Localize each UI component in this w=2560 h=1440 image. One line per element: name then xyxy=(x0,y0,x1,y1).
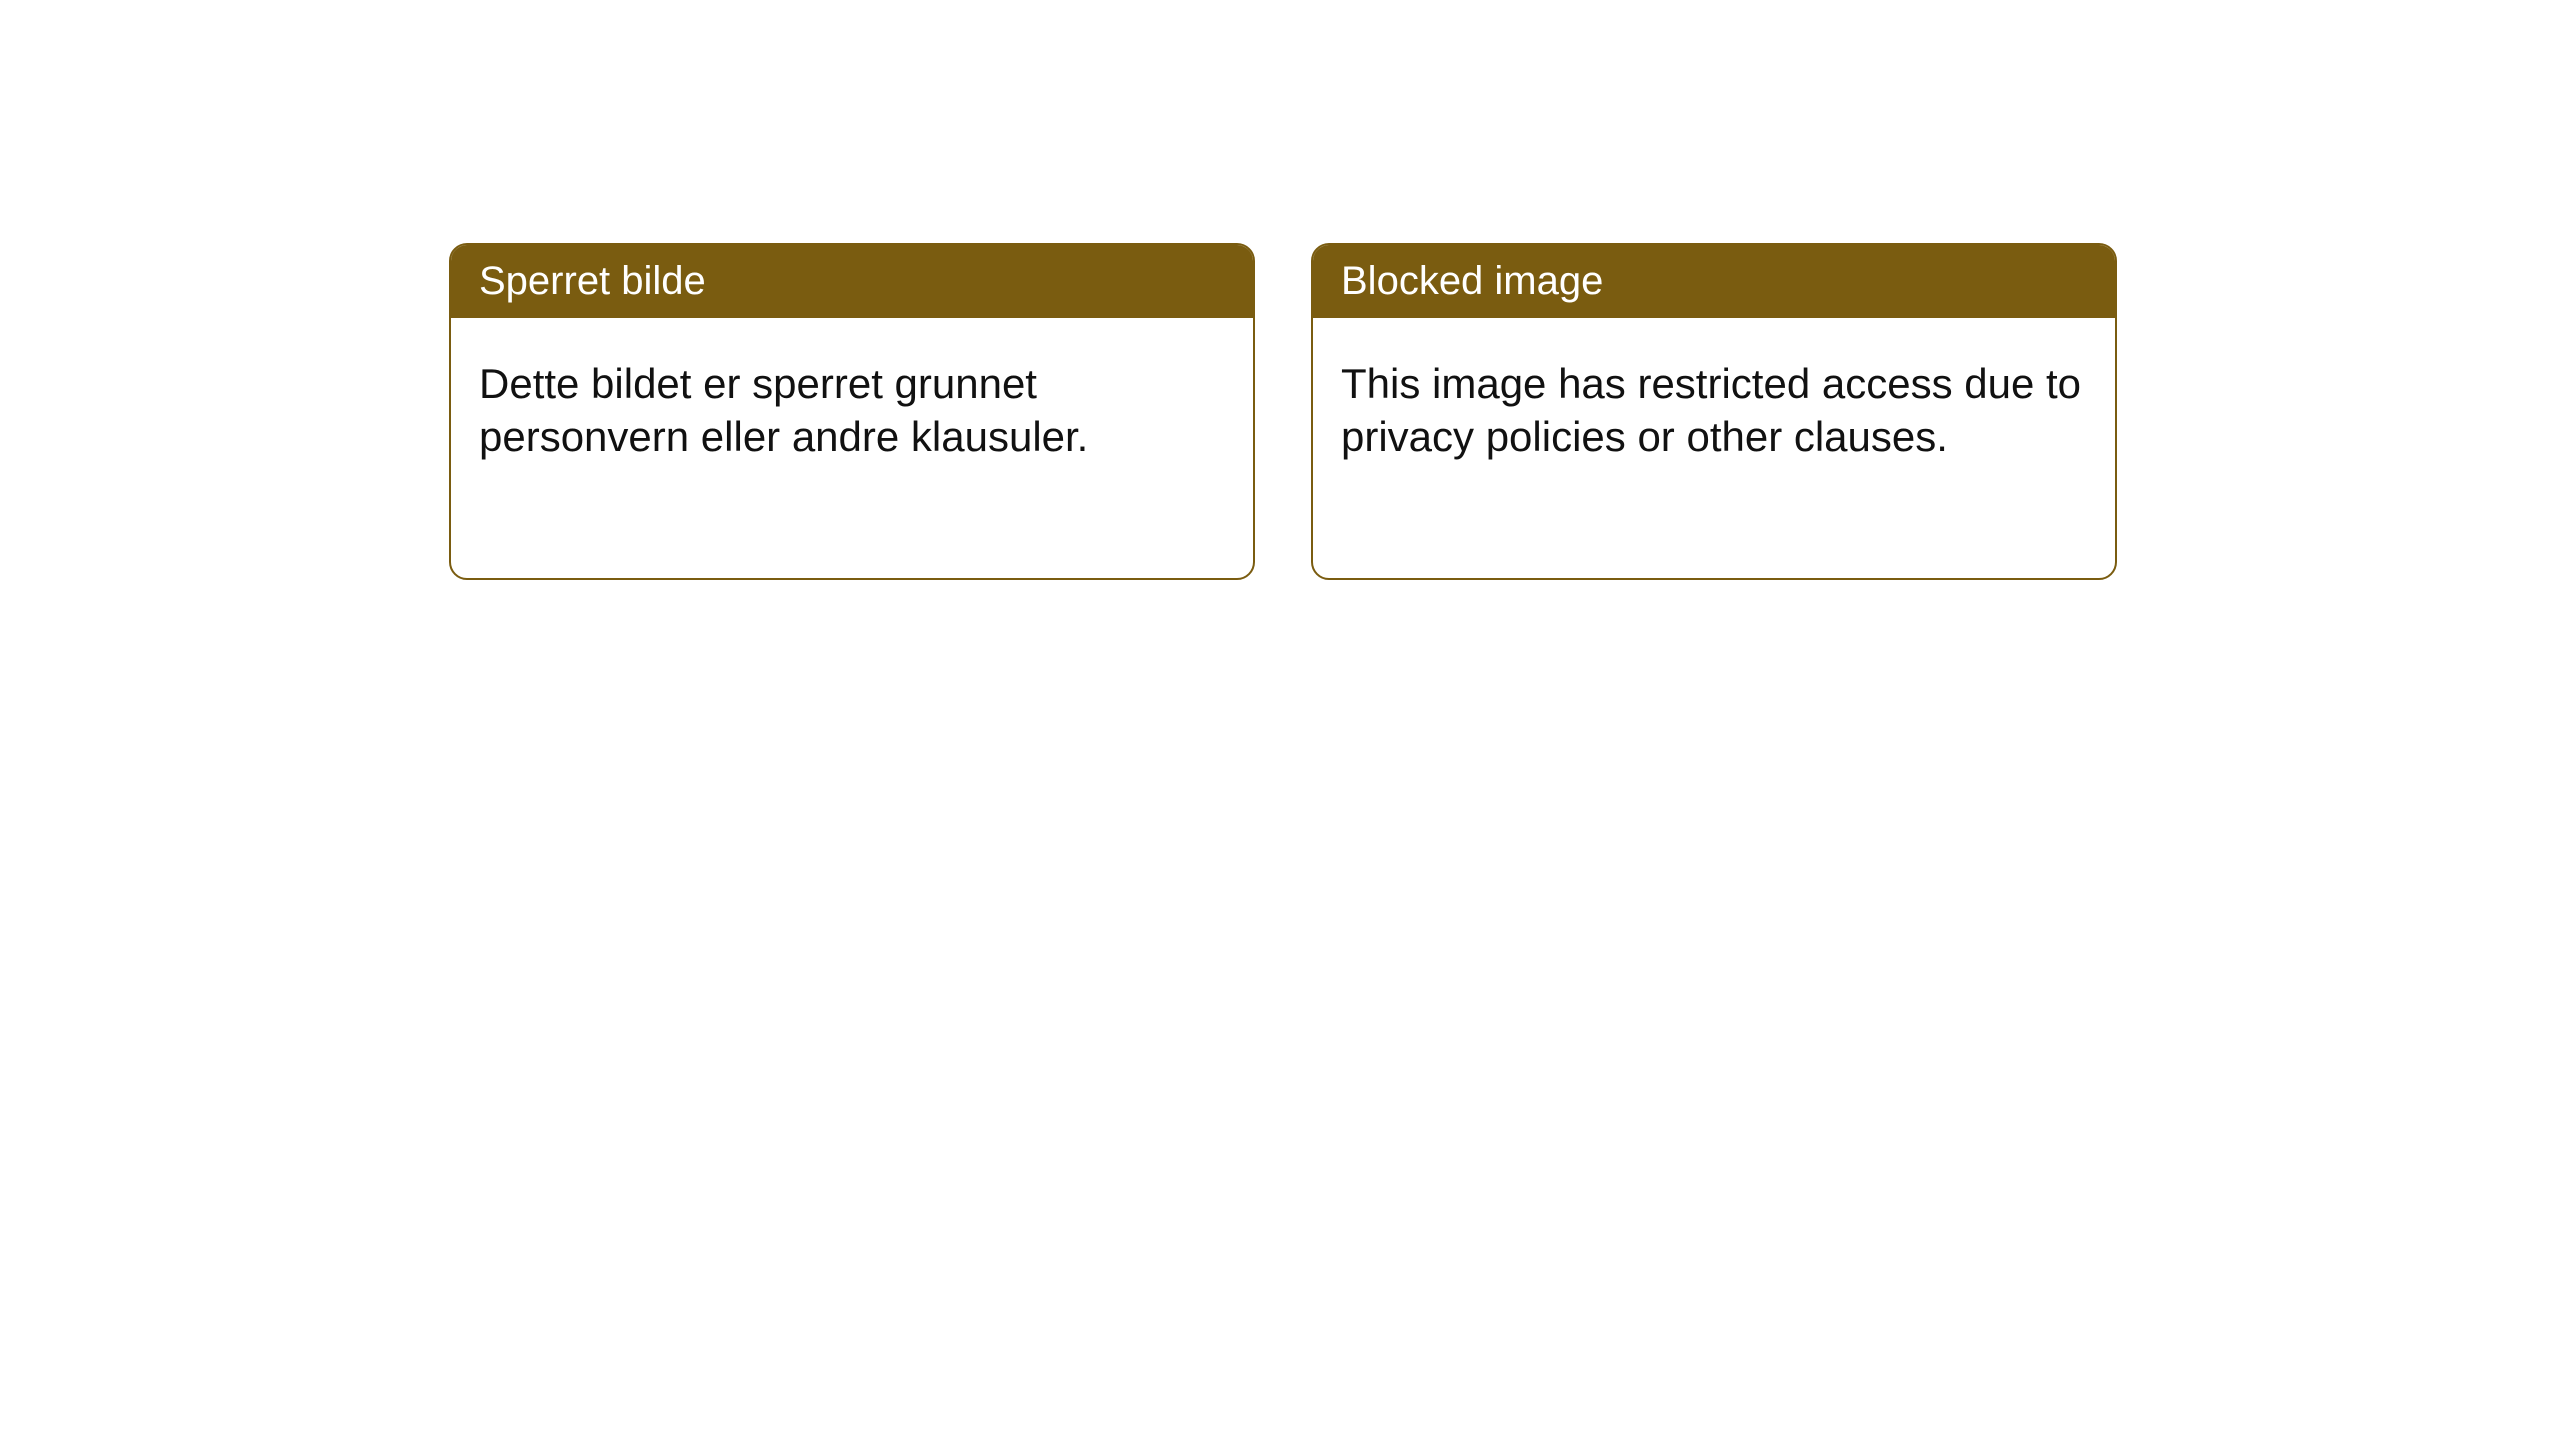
notice-card-title: Blocked image xyxy=(1313,245,2115,318)
notice-card-title: Sperret bilde xyxy=(451,245,1253,318)
notice-card-english: Blocked image This image has restricted … xyxy=(1311,243,2117,580)
notice-card-norwegian: Sperret bilde Dette bildet er sperret gr… xyxy=(449,243,1255,580)
notice-cards-container: Sperret bilde Dette bildet er sperret gr… xyxy=(449,243,2117,580)
notice-card-body: Dette bildet er sperret grunnet personve… xyxy=(451,318,1253,503)
notice-card-body: This image has restricted access due to … xyxy=(1313,318,2115,503)
